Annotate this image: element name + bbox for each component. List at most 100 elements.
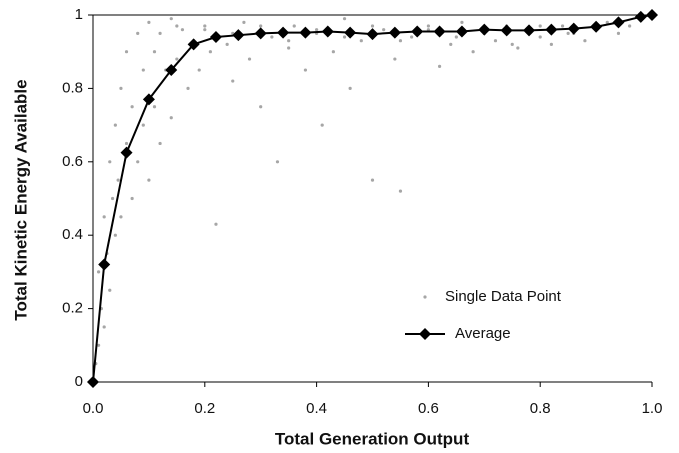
x-tick-label: 0.6 [418, 400, 439, 417]
diamond-marker [545, 23, 558, 36]
data-point [393, 57, 397, 61]
data-point [108, 160, 112, 164]
data-point [259, 105, 263, 109]
data-point [96, 270, 101, 274]
data-point [292, 24, 296, 28]
data-point [102, 215, 106, 219]
data-point [287, 46, 291, 50]
data-point [370, 24, 375, 28]
data-point [214, 222, 218, 226]
data-point [141, 68, 145, 72]
data-point [471, 50, 475, 54]
data-point [398, 39, 403, 43]
y-tick-label: 1 [75, 6, 83, 23]
data-point [180, 28, 185, 32]
data-point [454, 35, 458, 39]
data-point [331, 50, 335, 54]
data-point [147, 178, 151, 182]
diamond-marker [634, 10, 647, 23]
data-point [382, 28, 386, 32]
data-point [242, 20, 246, 24]
diamond-marker [500, 24, 513, 37]
y-tick-label: 0.8 [62, 79, 83, 96]
data-point [616, 31, 621, 35]
data-point [231, 79, 235, 83]
data-point [460, 20, 464, 24]
y-axis-title: Total Kinetic Energy Available [11, 79, 30, 320]
diamond-marker [98, 258, 111, 271]
data-point [119, 215, 123, 219]
data-point [203, 24, 207, 28]
data-point [370, 178, 375, 182]
diamond-marker [612, 16, 625, 29]
data-point [158, 31, 162, 35]
diamond-marker [209, 31, 222, 44]
diamond-marker [567, 22, 580, 35]
diamond-marker [388, 26, 401, 39]
data-point [320, 123, 324, 127]
data-point [124, 50, 129, 54]
data-point [516, 46, 520, 50]
data-point [426, 24, 430, 28]
data-point [152, 50, 157, 54]
data-point [158, 141, 162, 146]
data-point [583, 39, 587, 43]
data-point [110, 196, 115, 201]
data-point [102, 325, 106, 329]
data-point [136, 31, 140, 35]
data-point [197, 68, 201, 72]
data-point [566, 31, 570, 35]
diamond-marker [455, 25, 468, 38]
data-point [510, 42, 514, 46]
data-point [270, 35, 274, 39]
x-axis-title: Total Generation Output [275, 429, 470, 448]
y-tick-label: 0 [75, 373, 83, 390]
data-point [426, 28, 430, 32]
y-tick-label: 0.2 [62, 300, 83, 317]
legend-label: Average [455, 325, 511, 342]
diamond-marker [523, 24, 536, 37]
x-tick-label: 0.2 [194, 400, 215, 417]
data-point [275, 160, 280, 164]
x-tick-label: 0.8 [530, 400, 551, 417]
data-point [147, 20, 151, 24]
diamond-marker [366, 28, 379, 41]
data-point [113, 123, 117, 127]
data-point [342, 35, 347, 39]
data-point [315, 28, 319, 32]
data-point [398, 189, 403, 193]
diamond-marker [165, 64, 178, 77]
diamond-marker [433, 25, 446, 38]
data-point [152, 105, 157, 109]
diamond-marker [254, 27, 267, 40]
diamond-marker [646, 9, 658, 21]
data-point [348, 86, 352, 90]
data-point [259, 24, 263, 28]
data-point [449, 42, 453, 46]
data-point [186, 86, 190, 90]
legend-label: Single Data Point [445, 288, 562, 305]
diamond-marker [142, 93, 155, 106]
y-tick-label: 0.6 [62, 153, 83, 170]
data-point [175, 24, 179, 28]
data-point [538, 35, 542, 39]
legend-marker [423, 295, 427, 299]
data-point [493, 39, 498, 43]
data-point [247, 57, 252, 61]
diamond-marker [321, 25, 334, 38]
diamond-marker [187, 38, 200, 51]
x-tick-label: 1.0 [642, 400, 663, 417]
data-point [113, 233, 117, 237]
data-point [560, 24, 565, 28]
data-point [169, 17, 173, 21]
diamond-marker [411, 25, 424, 38]
data-point [628, 24, 632, 28]
data-point [410, 35, 414, 39]
data-point [119, 86, 123, 90]
data-point [169, 116, 173, 120]
data-point [208, 50, 212, 54]
data-point [96, 343, 101, 347]
diamond-marker [87, 376, 99, 388]
x-tick-label: 0.4 [306, 400, 327, 417]
